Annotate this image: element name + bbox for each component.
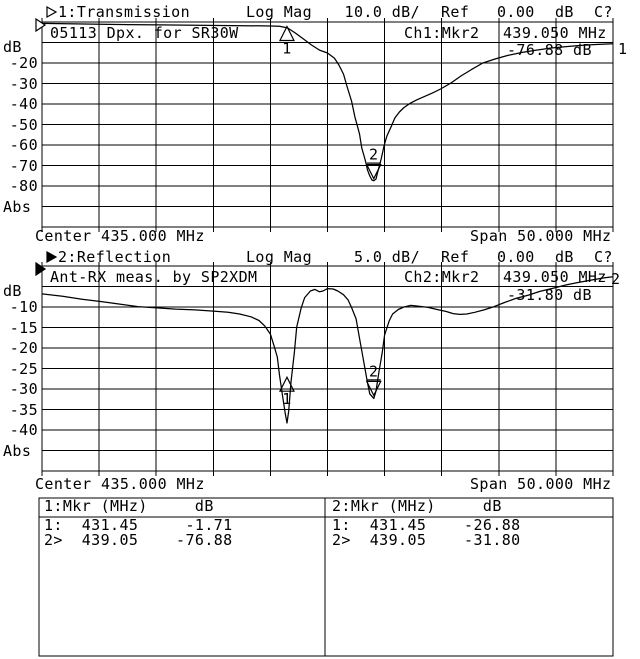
ch2-marker-level: -31.80 dB [507, 286, 592, 304]
ch1-marker-freq: 439.050 MHz [503, 24, 607, 42]
channel-2-title-arrow-icon [46, 250, 58, 264]
ch2-scale: 5.0 dB/ [353, 248, 420, 266]
ch2-format: Log Mag [246, 248, 313, 266]
ch2-trace-edge-label: 2 [611, 270, 621, 288]
y-axis-tick-label: -40 [9, 421, 38, 439]
y-axis-tick-label: -40 [9, 95, 38, 113]
marker-1-triangle-icon [278, 25, 295, 42]
ch2-marker-freq: 439.050 MHz [503, 268, 607, 286]
ch2-status: C? [594, 248, 613, 266]
y-axis-tick-label: -80 [9, 177, 38, 195]
marker-table-left-header: 1:Mkr (MHz) dB [44, 497, 214, 515]
y-axis-unit: dB [3, 37, 22, 56]
y-axis-tick-label: -20 [9, 54, 38, 72]
ch1-marker-level: -76.88 dB [507, 41, 592, 59]
y-axis-abs-label: Abs [3, 441, 32, 460]
ch1-ref-unit: dB [555, 3, 574, 21]
y-axis-tick-label: -10 [9, 298, 38, 316]
ch1-title: 1:Transmission [58, 3, 191, 21]
y-axis-tick-label: -20 [9, 339, 38, 357]
marker-table-left-row: 2> 439.05 -76.88 [44, 531, 233, 549]
ch2-annotation: Ant-RX meas. by SP2XDM [50, 268, 258, 286]
y-axis-tick-label: -30 [9, 74, 38, 93]
marker-1-label: 1 [282, 390, 291, 408]
channel-2-ref-arrow-icon [35, 261, 47, 277]
channel-1-title-arrow-icon [46, 5, 58, 19]
ch1-ref-value: 0.00 [497, 3, 535, 21]
ch1-ref-label: Ref [441, 3, 470, 21]
marker-table-right-row: 1: 431.45 -26.88 [332, 516, 521, 534]
channel-1-ref-arrow-icon [35, 17, 47, 33]
ch1-scale: 10.0 dB/ [344, 3, 420, 21]
y-axis-tick-label: -15 [9, 318, 38, 337]
marker-2-label: 2 [369, 146, 378, 164]
y-axis-tick-label: -30 [9, 380, 38, 398]
y-axis-unit: dB [3, 281, 22, 300]
ch2-center-freq: Center 435.000 MHz [35, 475, 205, 493]
y-axis-tick-label: -70 [9, 156, 38, 175]
marker-1-label: 1 [282, 40, 291, 58]
ch2-ref-value: 0.00 [497, 248, 535, 266]
y-axis-abs-label: Abs [3, 197, 32, 216]
marker-2-triangle-icon [365, 380, 382, 397]
ch2-ref-unit: dB [555, 248, 574, 266]
marker-table-right-row: 2> 439.05 -31.80 [332, 531, 521, 549]
y-axis-tick-label: -60 [9, 136, 38, 154]
marker-2-label: 2 [369, 362, 378, 380]
ch2-span: Span 50.000 MHz [470, 475, 612, 493]
ch1-marker-ch: Ch1:Mkr2 [404, 24, 480, 42]
ch1-status: C? [594, 3, 613, 21]
y-axis-tick-label: -25 [9, 359, 38, 378]
marker-table-right-header: 2:Mkr (MHz) dB [332, 497, 502, 515]
y-axis-tick-label: -35 [9, 400, 38, 419]
ch1-format: Log Mag [246, 3, 313, 21]
y-axis-tick-label: -50 [9, 115, 38, 134]
ch1-annotation: 05113 Dpx. for SR30W [50, 24, 239, 42]
ch1-trace-edge-label: 1 [618, 40, 628, 58]
ch2-title: 2:Reflection [58, 248, 172, 266]
ch2-marker-ch: Ch2:Mkr2 [404, 268, 480, 286]
ch1-center-freq: Center 435.000 MHz [35, 227, 205, 245]
marker-table-left-row: 1: 431.45 -1.71 [44, 516, 233, 534]
ch1-span: Span 50.000 MHz [470, 227, 612, 245]
ch2-ref-label: Ref [441, 248, 470, 266]
marker-1-triangle-icon [278, 375, 295, 392]
marker-2-triangle-icon [365, 164, 382, 180]
